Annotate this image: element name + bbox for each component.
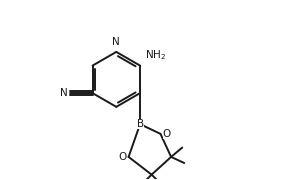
Text: NH$_2$: NH$_2$ [145, 49, 166, 62]
Text: B: B [137, 119, 144, 129]
Text: O: O [163, 129, 171, 139]
Text: N: N [112, 37, 120, 47]
Text: O: O [118, 152, 126, 162]
Text: N: N [60, 88, 68, 98]
